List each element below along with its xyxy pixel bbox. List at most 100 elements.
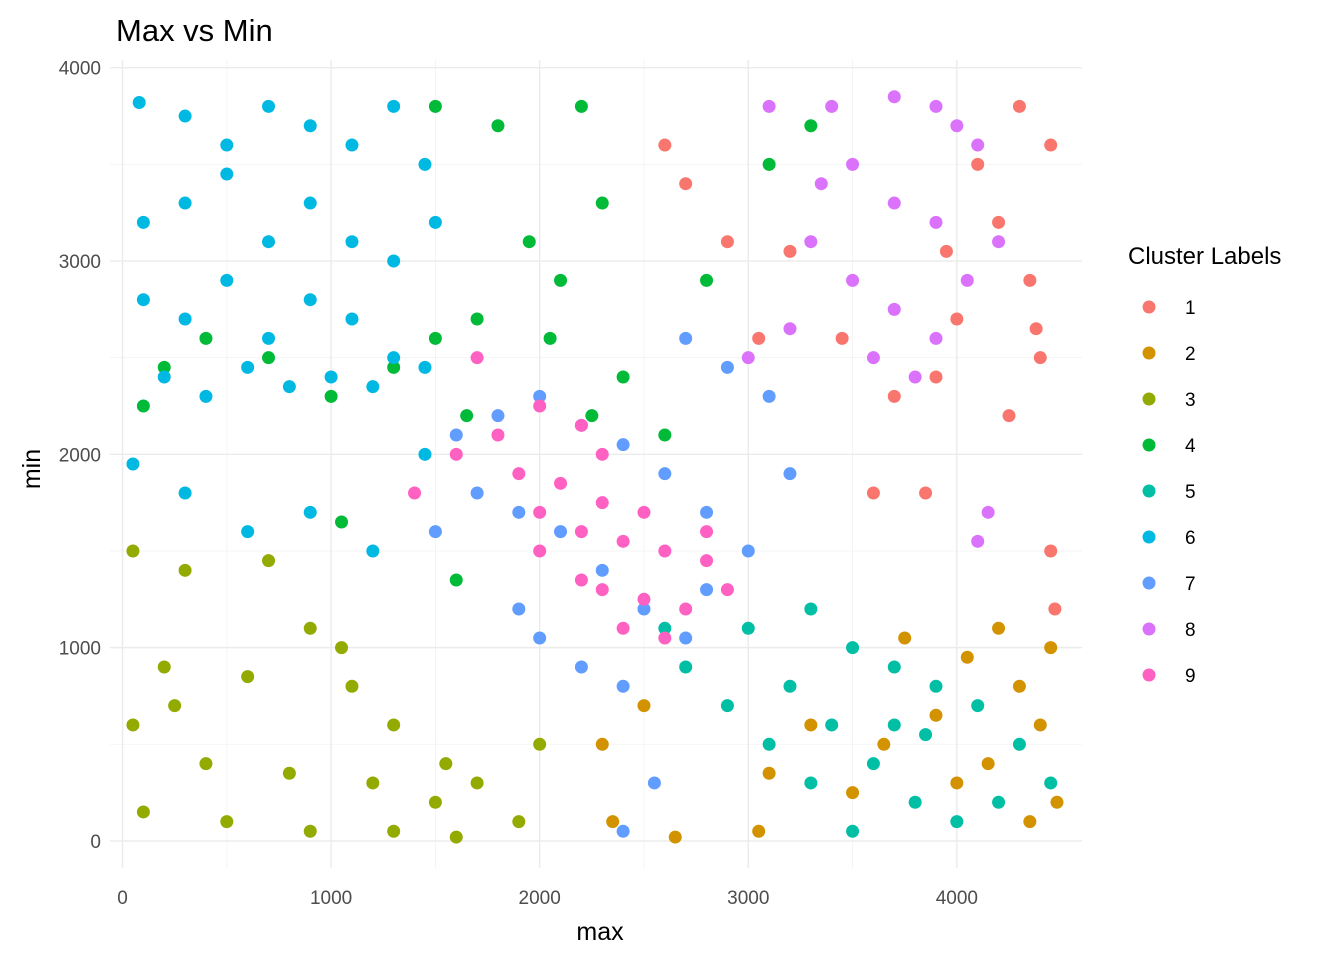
data-point-cluster-4 xyxy=(460,409,474,423)
data-point-cluster-2 xyxy=(846,786,860,800)
data-point-cluster-1 xyxy=(992,215,1006,229)
data-point-cluster-8 xyxy=(887,196,901,210)
data-point-cluster-6 xyxy=(178,196,192,210)
legend-key-7 xyxy=(1142,576,1156,590)
data-point-cluster-1 xyxy=(919,486,933,500)
data-point-cluster-7 xyxy=(616,824,630,838)
data-point-cluster-1 xyxy=(783,244,797,258)
data-point-cluster-1 xyxy=(939,244,953,258)
data-point-cluster-1 xyxy=(1029,322,1043,336)
data-point-cluster-4 xyxy=(574,99,588,113)
data-point-cluster-9 xyxy=(533,399,547,413)
data-point-cluster-9 xyxy=(637,505,651,519)
data-point-cluster-3 xyxy=(126,718,140,732)
data-point-cluster-4 xyxy=(136,399,150,413)
data-point-cluster-5 xyxy=(971,699,985,713)
data-point-cluster-7 xyxy=(720,360,734,374)
y-tick-label: 0 xyxy=(90,832,101,853)
legend-key-5 xyxy=(1142,484,1156,498)
data-point-cluster-6 xyxy=(428,215,442,229)
x-tick-label: 3000 xyxy=(727,888,769,909)
y-tick-label: 1000 xyxy=(59,639,101,660)
data-point-cluster-5 xyxy=(1012,737,1026,751)
legend-label-4: 4 xyxy=(1185,436,1196,457)
data-point-cluster-1 xyxy=(929,370,943,384)
data-point-cluster-1 xyxy=(1044,544,1058,558)
chart-title: Max vs Min xyxy=(116,13,273,48)
legend-label-7: 7 xyxy=(1185,574,1196,595)
data-point-cluster-3 xyxy=(262,554,276,568)
data-point-cluster-3 xyxy=(136,805,150,819)
data-point-cluster-6 xyxy=(303,196,317,210)
legend-key-8 xyxy=(1142,622,1156,636)
data-point-cluster-5 xyxy=(783,679,797,693)
data-point-cluster-4 xyxy=(428,331,442,345)
data-point-cluster-9 xyxy=(658,631,672,645)
data-point-cluster-3 xyxy=(345,679,359,693)
data-point-cluster-6 xyxy=(418,360,432,374)
data-point-cluster-8 xyxy=(929,331,943,345)
data-point-cluster-6 xyxy=(262,99,276,113)
data-point-cluster-2 xyxy=(877,737,891,751)
data-point-cluster-6 xyxy=(324,370,338,384)
data-point-cluster-3 xyxy=(470,776,484,790)
data-point-cluster-9 xyxy=(595,447,609,461)
data-point-cluster-1 xyxy=(866,486,880,500)
data-point-cluster-8 xyxy=(741,351,755,365)
data-point-cluster-3 xyxy=(220,815,234,829)
data-point-cluster-3 xyxy=(439,757,453,771)
data-point-cluster-6 xyxy=(345,138,359,152)
data-point-cluster-2 xyxy=(898,631,912,645)
data-point-cluster-2 xyxy=(1044,641,1058,655)
legend-label-6: 6 xyxy=(1185,528,1196,549)
data-point-cluster-5 xyxy=(908,795,922,809)
data-point-cluster-5 xyxy=(825,718,839,732)
data-point-cluster-3 xyxy=(512,815,526,829)
data-point-cluster-2 xyxy=(960,650,974,664)
data-point-cluster-9 xyxy=(512,467,526,481)
data-point-cluster-2 xyxy=(1033,718,1047,732)
legend-items: 1 2 3 4 5 6 7 8 9 xyxy=(1142,298,1196,687)
data-point-cluster-3 xyxy=(366,776,380,790)
data-point-cluster-9 xyxy=(679,602,693,616)
legend: Cluster Labels 1 2 3 4 5 6 7 8 9 xyxy=(1128,243,1281,687)
x-axis-ticks: 0 1000 2000 3000 4000 xyxy=(117,888,978,909)
data-point-cluster-9 xyxy=(595,583,609,597)
data-point-cluster-4 xyxy=(335,515,349,529)
data-point-cluster-1 xyxy=(658,138,672,152)
data-point-cluster-1 xyxy=(1023,273,1037,287)
data-point-cluster-2 xyxy=(804,718,818,732)
y-tick-label: 2000 xyxy=(59,445,101,466)
data-point-cluster-1 xyxy=(1012,99,1026,113)
data-point-cluster-2 xyxy=(752,824,766,838)
data-point-cluster-7 xyxy=(470,486,484,500)
data-point-cluster-8 xyxy=(992,235,1006,249)
data-point-cluster-9 xyxy=(616,534,630,548)
data-point-cluster-7 xyxy=(616,679,630,693)
data-point-cluster-9 xyxy=(449,447,463,461)
data-point-cluster-3 xyxy=(335,641,349,655)
data-point-cluster-7 xyxy=(700,583,714,597)
data-point-cluster-4 xyxy=(324,389,338,403)
data-point-cluster-6 xyxy=(132,96,146,110)
data-point-cluster-2 xyxy=(950,776,964,790)
data-point-cluster-4 xyxy=(522,235,536,249)
data-point-cluster-2 xyxy=(981,757,995,771)
data-point-cluster-6 xyxy=(241,525,255,539)
data-point-cluster-6 xyxy=(345,312,359,326)
legend-label-8: 8 xyxy=(1185,620,1196,641)
data-point-cluster-9 xyxy=(700,525,714,539)
data-point-cluster-5 xyxy=(1044,776,1058,790)
data-point-cluster-6 xyxy=(178,312,192,326)
x-tick-label: 1000 xyxy=(310,888,352,909)
y-tick-label: 4000 xyxy=(59,59,101,80)
data-point-cluster-9 xyxy=(470,351,484,365)
data-point-cluster-2 xyxy=(762,766,776,780)
data-point-cluster-7 xyxy=(658,467,672,481)
legend-title: Cluster Labels xyxy=(1128,243,1281,270)
data-point-cluster-4 xyxy=(585,409,599,423)
data-point-cluster-8 xyxy=(814,177,828,191)
data-point-cluster-6 xyxy=(126,457,140,471)
